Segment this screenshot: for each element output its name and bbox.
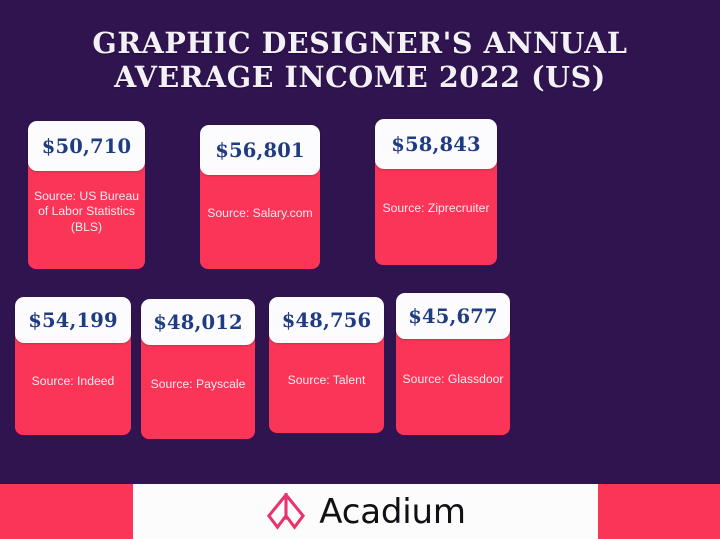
stat-source-label: Source: Glassdoor (402, 372, 504, 387)
stat-source-label: Source: Ziprecruiter (382, 201, 490, 216)
stat-card-body: Source: Salary.com (200, 159, 320, 269)
stat-source-label: Source: Salary.com (207, 206, 313, 221)
footer-bar: Acadium (0, 484, 720, 539)
stat-value-box: $50,710 (28, 121, 145, 171)
acadium-diamond-icon (267, 492, 306, 530)
stat-value-box: $56,801 (200, 125, 320, 175)
stat-value-box: $54,199 (15, 297, 131, 343)
stat-value-box: $48,012 (141, 299, 255, 345)
stat-value-box: $48,756 (269, 297, 384, 343)
stat-value: $45,677 (408, 304, 498, 328)
stat-value: $56,801 (215, 138, 305, 162)
stat-source-label: Source: Payscale (150, 377, 246, 392)
stat-card-body: Source: Payscale (141, 331, 255, 439)
stat-value: $50,710 (41, 134, 132, 158)
page-title: GRAPHIC DESIGNER'S ANNUAL AVERAGE INCOME… (0, 26, 720, 94)
stat-card-body: Source: Indeed (15, 329, 131, 435)
stat-value: $48,012 (153, 310, 243, 334)
footer-brand-plate: Acadium (133, 484, 598, 539)
stat-value-box: $58,843 (375, 119, 497, 169)
stat-source-label: Source: US Bureau of Labor Statistics (B… (34, 188, 140, 234)
stat-card-body: Source: US Bureau of Labor Statistics (B… (28, 155, 145, 269)
stat-source-label: Source: Indeed (31, 374, 115, 389)
stat-card-body: Source: Talent (269, 329, 384, 433)
stat-card-body: Source: Glassdoor (396, 325, 510, 435)
stat-value: $54,199 (28, 308, 118, 332)
stat-source-label: Source: Talent (287, 373, 366, 388)
stat-value-box: $45,677 (396, 293, 510, 339)
stat-value: $48,756 (281, 308, 372, 332)
page-title-line-2: AVERAGE INCOME 2022 (US) (114, 60, 606, 94)
page-title-line-1: GRAPHIC DESIGNER'S ANNUAL (92, 26, 628, 60)
stat-card-body: Source: Ziprecruiter (375, 153, 497, 265)
stat-value: $58,843 (391, 132, 481, 156)
brand-name: Acadium (319, 491, 466, 532)
